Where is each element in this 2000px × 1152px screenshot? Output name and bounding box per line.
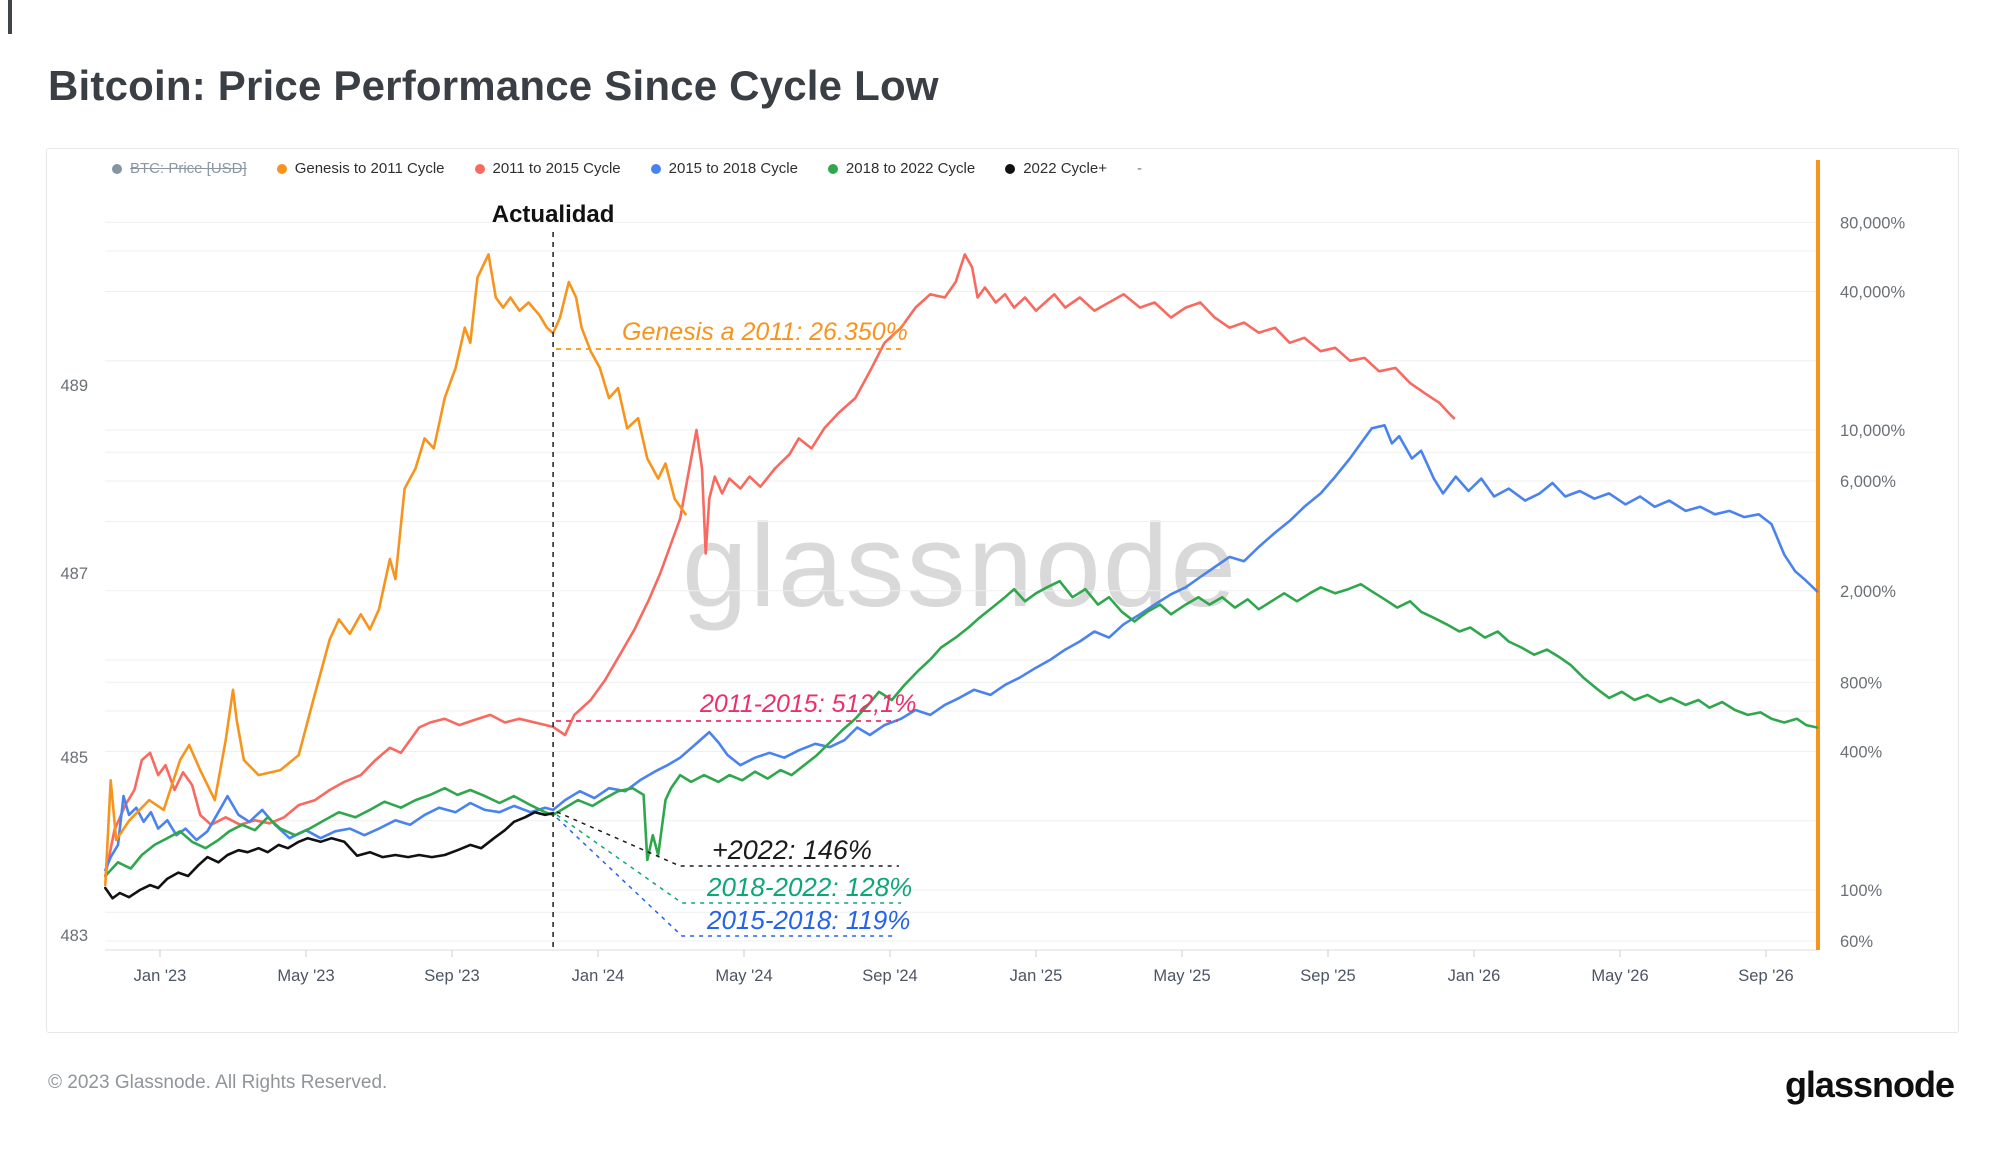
x-axis-label: May '24 xyxy=(715,967,772,985)
right-axis-label: 10,000% xyxy=(1840,422,1905,440)
left-axis-label: 487 xyxy=(60,565,88,583)
legend-marker-btc-price xyxy=(112,163,122,174)
chart-legend: BTC: Price [USD] Genesis to 2011 Cycle 2… xyxy=(112,160,1142,177)
legend-item-2015-2018[interactable]: 2015 to 2018 Cycle xyxy=(650,160,798,177)
legend-marker-2018-2022 xyxy=(827,163,838,174)
page-title: Bitcoin: Price Performance Since Cycle L… xyxy=(48,62,939,110)
x-axis-label: Jan '25 xyxy=(1010,967,1063,985)
legend-marker-2022-plus xyxy=(1005,163,1016,174)
series-line-blue[interactable] xyxy=(104,423,1819,872)
x-axis-label: Jan '23 xyxy=(134,967,187,985)
legend-label: Genesis to 2011 Cycle xyxy=(294,160,445,177)
legend-trailing-dash: - xyxy=(1137,160,1142,177)
callout-label-c2011: 2011-2015: 512,1% xyxy=(699,690,916,718)
scrollbar-thumb[interactable] xyxy=(8,0,12,34)
legend-marker-genesis-2011 xyxy=(276,163,287,174)
right-axis-label: 80,000% xyxy=(1840,214,1905,232)
legend-label: BTC: Price [USD] xyxy=(130,160,247,177)
left-axis-label: 485 xyxy=(60,749,88,767)
x-axis-label: May '26 xyxy=(1591,967,1648,985)
left-axis-label: 483 xyxy=(60,927,88,945)
right-axis-label: 60% xyxy=(1840,933,1873,951)
x-axis-label: Jan '24 xyxy=(572,967,625,985)
left-axis-label: 489 xyxy=(60,377,88,395)
legend-marker-2015-2018 xyxy=(650,163,661,174)
callout-label-c2015: 2015-2018: 119% xyxy=(706,905,910,935)
copyright-text: © 2023 Glassnode. All Rights Reserved. xyxy=(48,1072,388,1093)
legend-item-2018-2022[interactable]: 2018 to 2022 Cycle xyxy=(827,160,976,177)
callout-leader-c2018 xyxy=(556,814,901,904)
x-axis-label: May '23 xyxy=(277,967,334,985)
right-axis-label: 40,000% xyxy=(1840,284,1905,302)
legend-marker-2011-2015 xyxy=(474,163,485,174)
x-axis-label: Jan '26 xyxy=(1448,967,1501,985)
right-axis-label: 2,000% xyxy=(1840,583,1896,601)
legend-label: 2018 to 2022 Cycle xyxy=(845,160,976,177)
legend-item-btc-price[interactable]: BTC: Price [USD] xyxy=(112,160,247,177)
legend-item-genesis-2011[interactable]: Genesis to 2011 Cycle xyxy=(276,160,445,177)
callout-leader-c2015 xyxy=(556,817,897,937)
legend-item-2022-plus[interactable]: 2022 Cycle+ xyxy=(1005,160,1107,177)
x-axis-label: Sep '23 xyxy=(424,967,479,985)
legend-label: 2022 Cycle+ xyxy=(1023,160,1107,177)
series-line-black[interactable] xyxy=(104,810,555,900)
x-axis-label: Sep '26 xyxy=(1738,967,1793,985)
right-axis-label: 100% xyxy=(1840,882,1883,900)
callout-leader-c2022 xyxy=(556,811,899,867)
legend-item-2011-2015[interactable]: 2011 to 2015 Cycle xyxy=(474,160,621,177)
right-axis-label: 800% xyxy=(1840,674,1883,692)
actualidad-label: Actualidad xyxy=(492,201,615,228)
callout-label-c2018: 2018-2022: 128% xyxy=(706,872,912,902)
series-line-green[interactable] xyxy=(104,579,1819,878)
legend-label: 2011 to 2015 Cycle xyxy=(492,160,621,177)
x-axis-label: Sep '24 xyxy=(862,967,917,985)
right-axis-label: 6,000% xyxy=(1840,473,1896,491)
callout-label-c2022: +2022: 146% xyxy=(712,835,872,865)
x-axis-label: Sep '25 xyxy=(1300,967,1355,985)
series-line-orange[interactable] xyxy=(104,253,687,887)
glassnode-logo: glassnode xyxy=(1784,1064,1955,1105)
legend-label: 2015 to 2018 Cycle xyxy=(668,160,798,177)
callout-label-genesis: Genesis a 2011: 26.350% xyxy=(622,318,908,346)
right-axis-label: 400% xyxy=(1840,744,1883,762)
series-line-red[interactable] xyxy=(104,253,1456,878)
x-axis-label: May '25 xyxy=(1153,967,1210,985)
